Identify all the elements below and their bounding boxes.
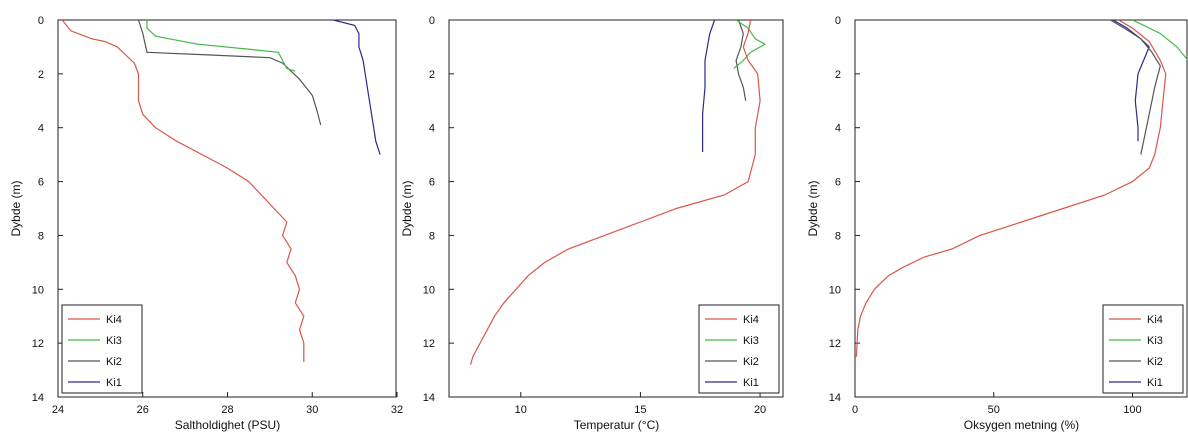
- series-line-ki3: [146, 20, 296, 72]
- y-tick-label: 10: [423, 284, 435, 296]
- legend-label-ki1: Ki1: [1147, 377, 1163, 389]
- series-line-ki4: [855, 20, 1167, 357]
- x-tick-label: 15: [634, 404, 646, 416]
- y-tick-label: 6: [835, 177, 841, 189]
- y-tick-label: 12: [829, 338, 841, 350]
- y-axis-label: Dybde (m): [9, 180, 23, 236]
- legend-label-ki2: Ki2: [743, 356, 759, 368]
- legend-label-ki2: Ki2: [1147, 356, 1163, 368]
- x-axis-label: Temperatur (°C): [574, 418, 659, 432]
- legend-label-ki2: Ki2: [106, 356, 122, 368]
- legend-box: [1102, 304, 1184, 394]
- x-tick-label: 20: [754, 404, 766, 416]
- series-line-ki4: [61, 20, 305, 362]
- y-tick-label: 0: [38, 15, 44, 27]
- y-tick-label: 6: [429, 177, 435, 189]
- y-tick-label: 4: [38, 123, 44, 135]
- x-tick-label: 0: [852, 404, 858, 416]
- y-tick-label: 14: [829, 392, 841, 404]
- y-tick-label: 10: [829, 284, 841, 296]
- x-tick-label: 100: [1123, 404, 1141, 416]
- x-tick-label: 28: [221, 404, 233, 416]
- series-line-ki1: [1112, 20, 1150, 142]
- series-line-ki3: [1132, 20, 1187, 61]
- series-line-ki2: [1109, 20, 1161, 155]
- legend-label-ki4: Ki4: [743, 314, 759, 326]
- series-line-ki3: [733, 20, 767, 69]
- series-line-ki2: [137, 20, 322, 126]
- y-tick-label: 8: [835, 230, 841, 242]
- y-tick-label: 2: [429, 69, 435, 81]
- legend-label-ki3: Ki3: [743, 335, 759, 347]
- series-line-ki1: [333, 20, 381, 155]
- series-line-ki2: [735, 20, 747, 101]
- legend-box: [61, 304, 143, 394]
- legend-label-ki4: Ki4: [106, 314, 122, 326]
- legend-label-ki1: Ki1: [106, 377, 122, 389]
- y-tick-label: 8: [429, 230, 435, 242]
- series-line-ki1: [702, 20, 716, 152]
- legend: Ki4 Ki3 Ki2 Ki1: [1102, 304, 1184, 394]
- legend-label-ki3: Ki3: [106, 335, 122, 347]
- x-tick-label: 50: [988, 404, 1000, 416]
- y-tick-label: 4: [429, 123, 435, 135]
- x-tick-label: 30: [306, 404, 318, 416]
- y-tick-label: 12: [423, 338, 435, 350]
- x-tick-label: 10: [515, 404, 527, 416]
- y-tick-label: 0: [835, 15, 841, 27]
- legend: Ki4 Ki3 Ki2 Ki1: [698, 304, 780, 394]
- legend-box: [698, 304, 780, 394]
- x-axis-label: Oksygen metning (%): [964, 418, 1079, 432]
- y-tick-label: 14: [423, 392, 435, 404]
- y-tick-label: 2: [835, 69, 841, 81]
- y-tick-label: 8: [38, 230, 44, 242]
- y-axis-label: Dybde (m): [400, 180, 414, 236]
- x-axis-label: Saltholdighet (PSU): [175, 418, 280, 432]
- legend-label-ki3: Ki3: [1147, 335, 1163, 347]
- series-line-ki4: [469, 20, 761, 365]
- y-tick-label: 10: [32, 284, 44, 296]
- y-tick-label: 12: [32, 338, 44, 350]
- y-tick-label: 0: [429, 15, 435, 27]
- y-tick-label: 6: [38, 177, 44, 189]
- y-tick-label: 14: [32, 392, 44, 404]
- legend-label-ki4: Ki4: [1147, 314, 1163, 326]
- legend: Ki4 Ki3 Ki2 Ki1: [61, 304, 143, 394]
- y-tick-label: 2: [38, 69, 44, 81]
- chart-panel-2: 0 2 4 6 8 10 12 14 10 15 20 Temperatur (°C) Dybde (m…: [400, 15, 784, 432]
- x-tick-label: 24: [52, 404, 64, 416]
- x-tick-label: 26: [137, 404, 149, 416]
- y-axis-label: Dybde (m): [806, 180, 820, 236]
- chart-panel-3: 0 2 4 6 8 10 12 14 0 50 100 Oksygen metning (%) Dybd…: [806, 15, 1188, 432]
- y-tick-label: 4: [835, 123, 841, 135]
- x-tick-label: 32: [391, 404, 403, 416]
- legend-label-ki1: Ki1: [743, 377, 759, 389]
